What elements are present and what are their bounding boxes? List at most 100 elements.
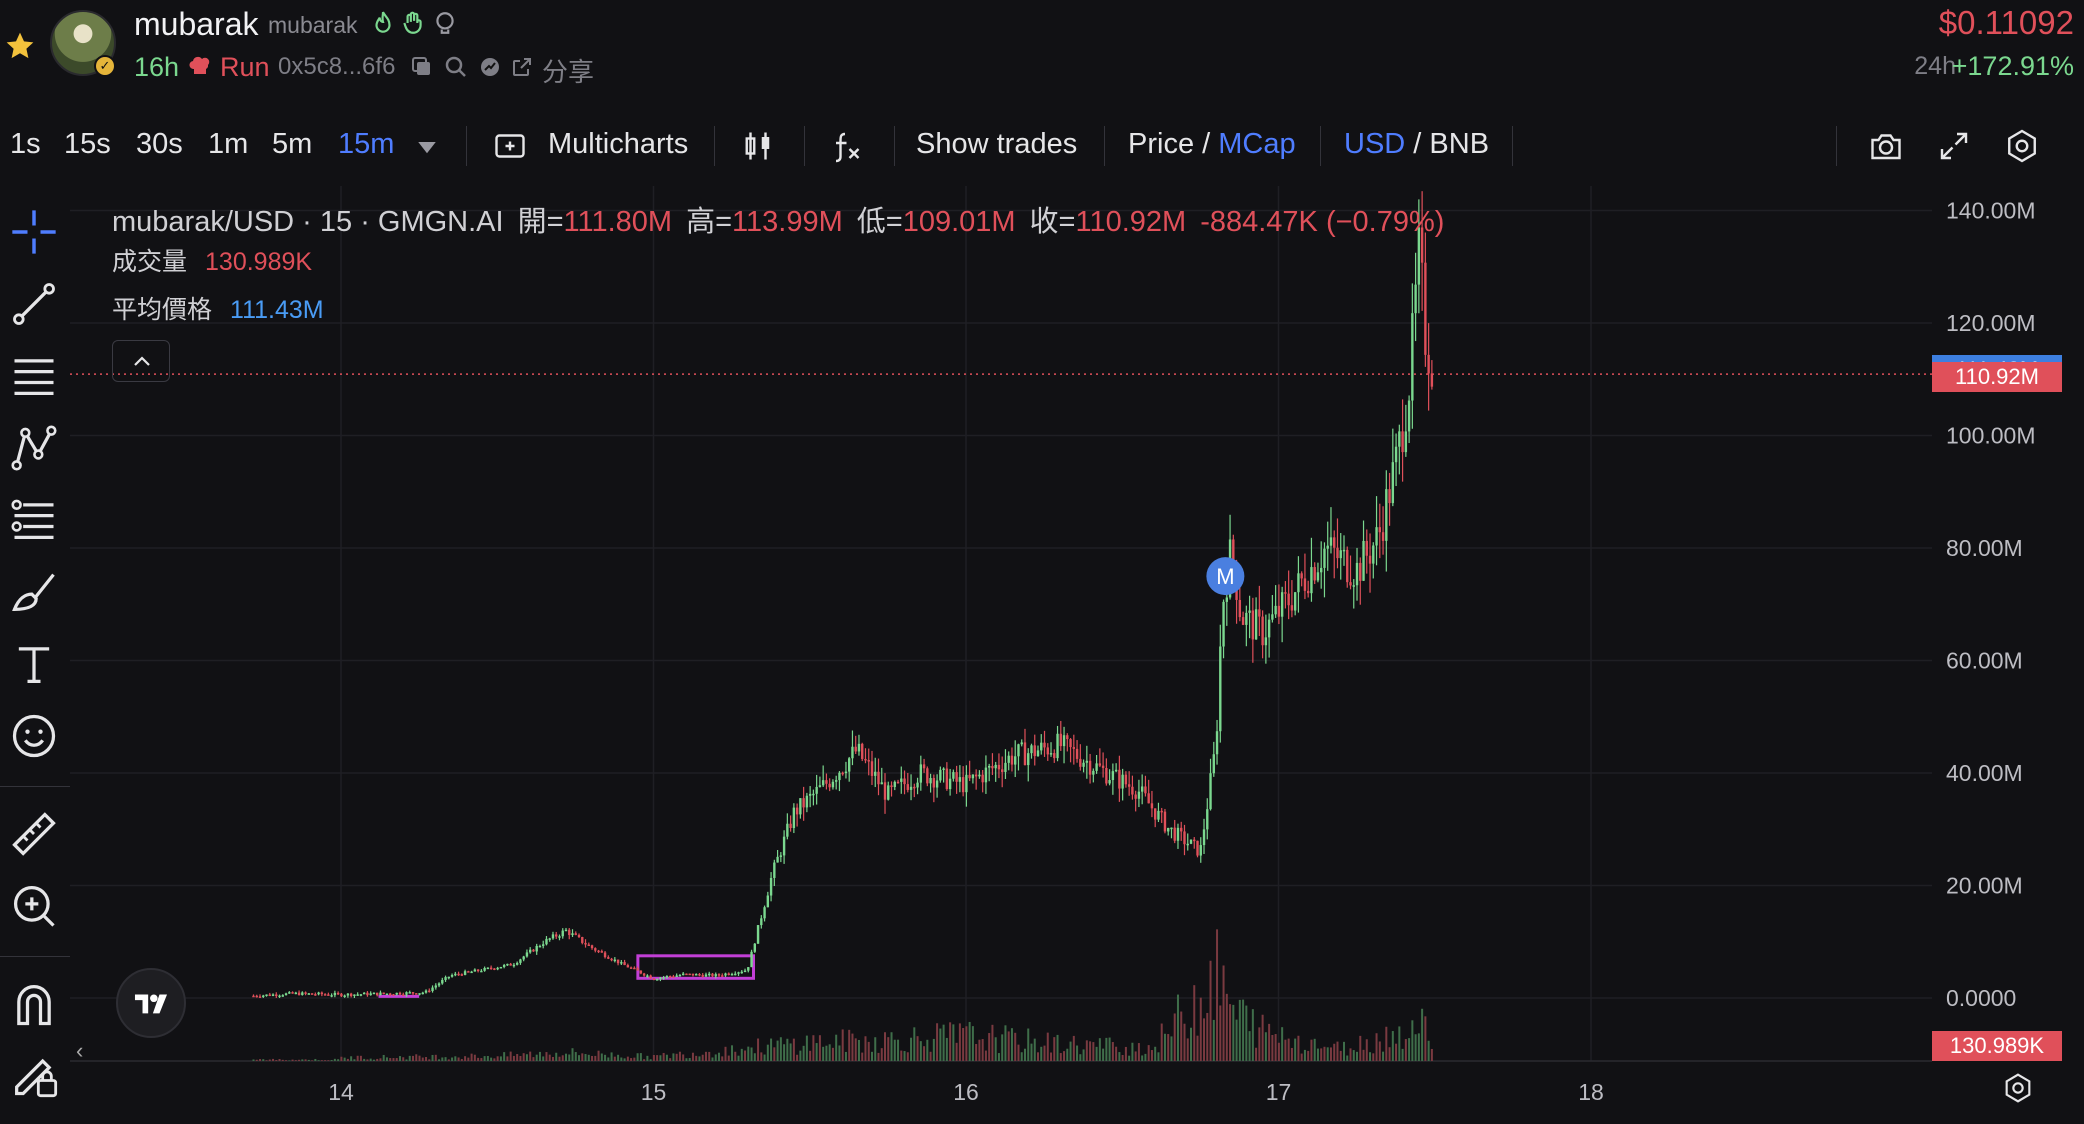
token-name: mubarak [134, 6, 259, 42]
volume-bar [984, 1050, 987, 1061]
volume-bar [1365, 1039, 1368, 1061]
interval-30s[interactable]: 30s [136, 128, 183, 160]
y-tick-label: 80.00M [1946, 535, 2023, 561]
chevron-left-icon[interactable]: ‹ [76, 1038, 84, 1063]
candle-body [1160, 810, 1163, 813]
drawing-toolbar [0, 190, 70, 1124]
search-icon[interactable] [444, 55, 468, 79]
expand-icon[interactable] [1936, 128, 1972, 164]
text-tool-icon[interactable] [8, 638, 60, 690]
volume-bar [395, 1058, 398, 1061]
candle-body [314, 994, 317, 996]
volume-bar [708, 1051, 711, 1061]
interval-1m[interactable]: 1m [208, 128, 249, 160]
volume-bar [783, 1044, 786, 1061]
interval-1s[interactable]: 1s [10, 128, 41, 160]
chart-settings-icon[interactable] [2002, 1072, 2034, 1104]
volume-bar [483, 1056, 486, 1061]
interval-15s[interactable]: 15s [64, 128, 111, 160]
emoji-icon[interactable] [8, 710, 60, 762]
settings-icon[interactable] [2004, 128, 2040, 164]
price-option[interactable]: Price [1128, 128, 1195, 160]
lock-drawings-icon[interactable] [8, 1048, 60, 1100]
y-axis: 0.0000 20.00M 40.00M 60.00M 80.00M 100.00M 120… [1946, 198, 2036, 1012]
volume-bar [1111, 1042, 1114, 1061]
candle-body [1303, 578, 1307, 591]
volume-bar [643, 1059, 646, 1061]
volume-bar [1037, 1052, 1040, 1061]
candle-body [844, 771, 848, 774]
candle-body [961, 777, 965, 793]
pattern-tool-icon[interactable] [8, 422, 60, 474]
candle-body [1359, 562, 1362, 581]
candle-body [743, 970, 747, 973]
legend-collapse-button[interactable] [112, 340, 170, 382]
volume-bar [1203, 1018, 1206, 1061]
volume-bar [1310, 1039, 1313, 1061]
chart-legend: mubarak/USD · 15 · GMGN.AI 開=111.80M 高=1… [112, 198, 1444, 338]
sharing-icon[interactable] [478, 55, 502, 79]
brush-icon[interactable] [8, 566, 60, 618]
zoom-in-icon[interactable] [8, 880, 60, 932]
add-chart-icon[interactable] [492, 128, 528, 164]
trend-line-icon[interactable] [8, 278, 60, 330]
volume-bar [1043, 1045, 1046, 1061]
candle-body [740, 971, 743, 974]
volume-bar [1027, 1028, 1030, 1061]
magnet-icon[interactable] [8, 978, 60, 1030]
candle-body [838, 772, 841, 781]
star-icon[interactable] [4, 30, 36, 62]
copy-icon[interactable] [410, 55, 434, 79]
multicharts-button[interactable]: Multicharts [548, 128, 689, 160]
bnb-option[interactable]: BNB [1429, 128, 1490, 160]
event-marker[interactable]: M [1206, 557, 1245, 596]
indicators-fx-icon[interactable] [830, 128, 866, 164]
usd-option-active[interactable]: USD [1344, 128, 1406, 160]
candle-body [1209, 773, 1212, 810]
volume-bar [366, 1059, 369, 1061]
candle-body [812, 793, 815, 796]
contract-address[interactable]: 0x5c8...6f6 [278, 53, 396, 80]
candle-body [1414, 284, 1417, 314]
mcap-option-active[interactable]: MCap [1218, 128, 1296, 160]
candle-body [1066, 735, 1069, 740]
tradingview-logo[interactable] [116, 968, 186, 1038]
interval-5m[interactable]: 5m [272, 128, 313, 160]
export-icon[interactable] [510, 55, 534, 79]
candle-body [808, 793, 812, 796]
candle-body [896, 781, 900, 784]
volume-bar [558, 1056, 561, 1061]
current-price: $0.11092 [1938, 4, 2074, 41]
candle-body [870, 761, 874, 776]
price-mcap-toggle[interactable]: Price / MCap [1128, 128, 1296, 161]
candle-body [607, 957, 610, 959]
volume-bar [1349, 1048, 1352, 1061]
toggle-slash: / [1413, 128, 1422, 160]
volume-bar [574, 1052, 577, 1061]
crosshair-icon[interactable] [8, 206, 60, 258]
volume-bar [1199, 997, 1202, 1061]
price-chart[interactable]: M 0.0000 20.00M 40.00M 60.00M 80.00M 100.00M 1… [70, 186, 2084, 1124]
ruler-icon[interactable] [8, 808, 60, 860]
avg-price-label: 平均價格 [112, 296, 213, 324]
share-link[interactable]: 分享 [542, 57, 595, 87]
camera-icon[interactable] [1868, 128, 1904, 164]
candle-body [1274, 605, 1277, 615]
volume-bar [477, 1057, 480, 1061]
interval-dropdown-icon[interactable] [412, 132, 442, 162]
candle-body [828, 783, 831, 788]
fib-lines-icon[interactable] [8, 350, 60, 402]
volume-bar [324, 1060, 327, 1061]
candle-style-icon[interactable] [740, 128, 776, 164]
candle-body [782, 836, 786, 856]
volume-bar [516, 1054, 519, 1061]
interval-15m-active[interactable]: 15m [338, 128, 395, 160]
low-value: 109.01M [902, 206, 1016, 238]
projection-tool-icon[interactable] [8, 494, 60, 546]
currency-toggle[interactable]: USD / BNB [1344, 128, 1489, 161]
volume-tag: 130.989K [1932, 1031, 2062, 1061]
volume-bar [789, 1043, 792, 1061]
show-trades-button[interactable]: Show trades [916, 128, 1078, 160]
volume-bar [597, 1050, 600, 1061]
candle-body [1121, 774, 1124, 789]
